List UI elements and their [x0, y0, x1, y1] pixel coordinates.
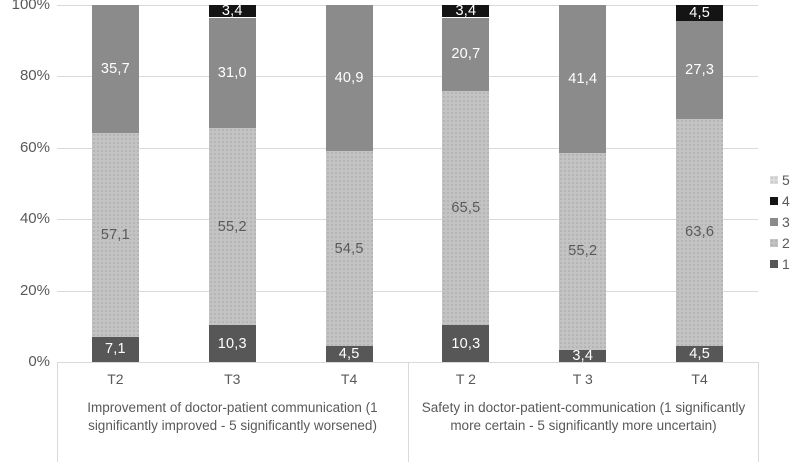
bar-segment-series-3: 41,4 — [559, 5, 607, 153]
legend-label: 4 — [782, 193, 790, 209]
y-tick-label: 60% — [19, 139, 50, 156]
bar-segment-series-2: 57,1 — [91, 132, 139, 337]
category-box-border — [758, 362, 759, 462]
gridline-60% — [57, 147, 758, 149]
bar-segment-series-4: 3,4 — [442, 3, 490, 20]
bar-segment-series-2: 54,5 — [325, 151, 373, 346]
data-label: 57,1 — [100, 226, 130, 243]
bar-T3: 10,3 55,2 31,0 3,4 — [208, 3, 256, 362]
category-label-T3: T 3 — [572, 371, 593, 387]
legend-swatch-icon — [770, 176, 778, 184]
bar-segment-series-1: 3,4 — [559, 347, 607, 364]
legend-item-4: 4 — [770, 194, 790, 208]
bar-segment-series-3: 20,7 — [442, 17, 490, 92]
bar-segment-series-1: 4,5 — [325, 345, 373, 362]
bar-segment-series-3: 35,7 — [91, 5, 139, 133]
gridline-20% — [57, 290, 758, 292]
data-label: 55,2 — [568, 243, 598, 260]
legend-swatch-icon — [770, 197, 778, 205]
data-label: 54,5 — [334, 240, 364, 257]
data-label: 4,5 — [689, 345, 710, 362]
bar-T2: 10,3 65,5 20,7 3,4 — [442, 3, 490, 362]
data-label: 65,5 — [451, 200, 481, 217]
category-box-border — [408, 362, 409, 462]
legend-item-2: 2 — [770, 236, 790, 250]
bar-segment-series-1: 10,3 — [442, 325, 490, 362]
legend-swatch-icon — [770, 218, 778, 226]
data-label: 3,4 — [455, 3, 477, 20]
bar-segment-series-3: 40,9 — [325, 5, 373, 152]
data-label: 63,6 — [685, 224, 715, 241]
bar-segment-series-3: 27,3 — [676, 21, 724, 119]
bar-segment-series-2: 55,2 — [559, 152, 607, 350]
bar-T4: 4,5 54,5 40,9 — [325, 5, 373, 362]
group-label-1: Improvement of doctor-patient communicat… — [87, 400, 378, 433]
data-label: 41,4 — [568, 70, 598, 87]
legend-item-5: 5 — [770, 173, 790, 187]
data-label: 10,3 — [451, 335, 481, 352]
data-label: 20,7 — [451, 46, 481, 63]
legend-label: 3 — [782, 214, 790, 230]
y-tick-label: 100% — [11, 0, 50, 13]
category-box-border — [57, 362, 58, 462]
group-label-2: Safety in doctor-patient-communication (… — [421, 400, 746, 433]
y-tick-label: 20% — [19, 282, 50, 299]
category-label-T2: T 2 — [455, 371, 476, 387]
bar-T3: 3,4 55,2 41,4 — [559, 5, 607, 364]
category-label-T4: T4 — [340, 371, 358, 387]
category-label-T2: T2 — [107, 371, 124, 387]
x-axis-line — [57, 362, 758, 363]
data-label: 3,4 — [572, 347, 594, 364]
bar-segment-series-2: 55,2 — [208, 128, 256, 326]
y-tick-label: 80% — [19, 67, 50, 84]
bar-segment-series-1: 4,5 — [676, 345, 724, 362]
gridline-100% — [57, 5, 758, 6]
data-label: 27,3 — [685, 62, 715, 79]
data-label: 4,5 — [689, 5, 710, 22]
category-label-T4: T4 — [691, 371, 708, 387]
bar-segment-series-2: 63,6 — [676, 118, 724, 346]
bar-segment-series-3: 31,0 — [208, 17, 256, 129]
bar-segment-series-2: 65,5 — [442, 91, 490, 326]
y-tick-label: 0% — [28, 353, 50, 370]
y-tick-label: 40% — [19, 210, 50, 227]
bar-segment-series-4: 3,4 — [208, 3, 256, 20]
data-label: 4,5 — [338, 345, 360, 362]
category-label-T3: T3 — [224, 371, 241, 387]
bar-T4: 4,5 63,6 27,3 4,5 — [676, 5, 724, 362]
legend-label: 1 — [782, 256, 790, 272]
bar-T2: 7,1 57,1 35,7 — [91, 5, 139, 362]
data-label: 7,1 — [105, 341, 126, 358]
bar-segment-series-1: 7,1 — [91, 336, 139, 362]
bar-segment-series-1: 10,3 — [208, 325, 256, 362]
data-label: 10,3 — [217, 335, 247, 352]
data-label: 3,4 — [221, 3, 243, 20]
gridline-40% — [57, 219, 758, 221]
legend-item-3: 3 — [770, 215, 790, 229]
legend-item-1: 1 — [770, 257, 790, 271]
data-label: 35,7 — [100, 61, 130, 78]
data-label: 40,9 — [334, 70, 364, 87]
legend-label: 2 — [782, 235, 790, 251]
gridline-80% — [57, 76, 758, 78]
bar-segment-series-4: 4,5 — [676, 5, 724, 22]
legend-swatch-icon — [770, 239, 778, 247]
data-label: 31,0 — [217, 64, 247, 81]
data-label: 55,2 — [217, 218, 247, 235]
legend-swatch-icon — [770, 260, 778, 268]
legend-label: 5 — [782, 172, 790, 188]
